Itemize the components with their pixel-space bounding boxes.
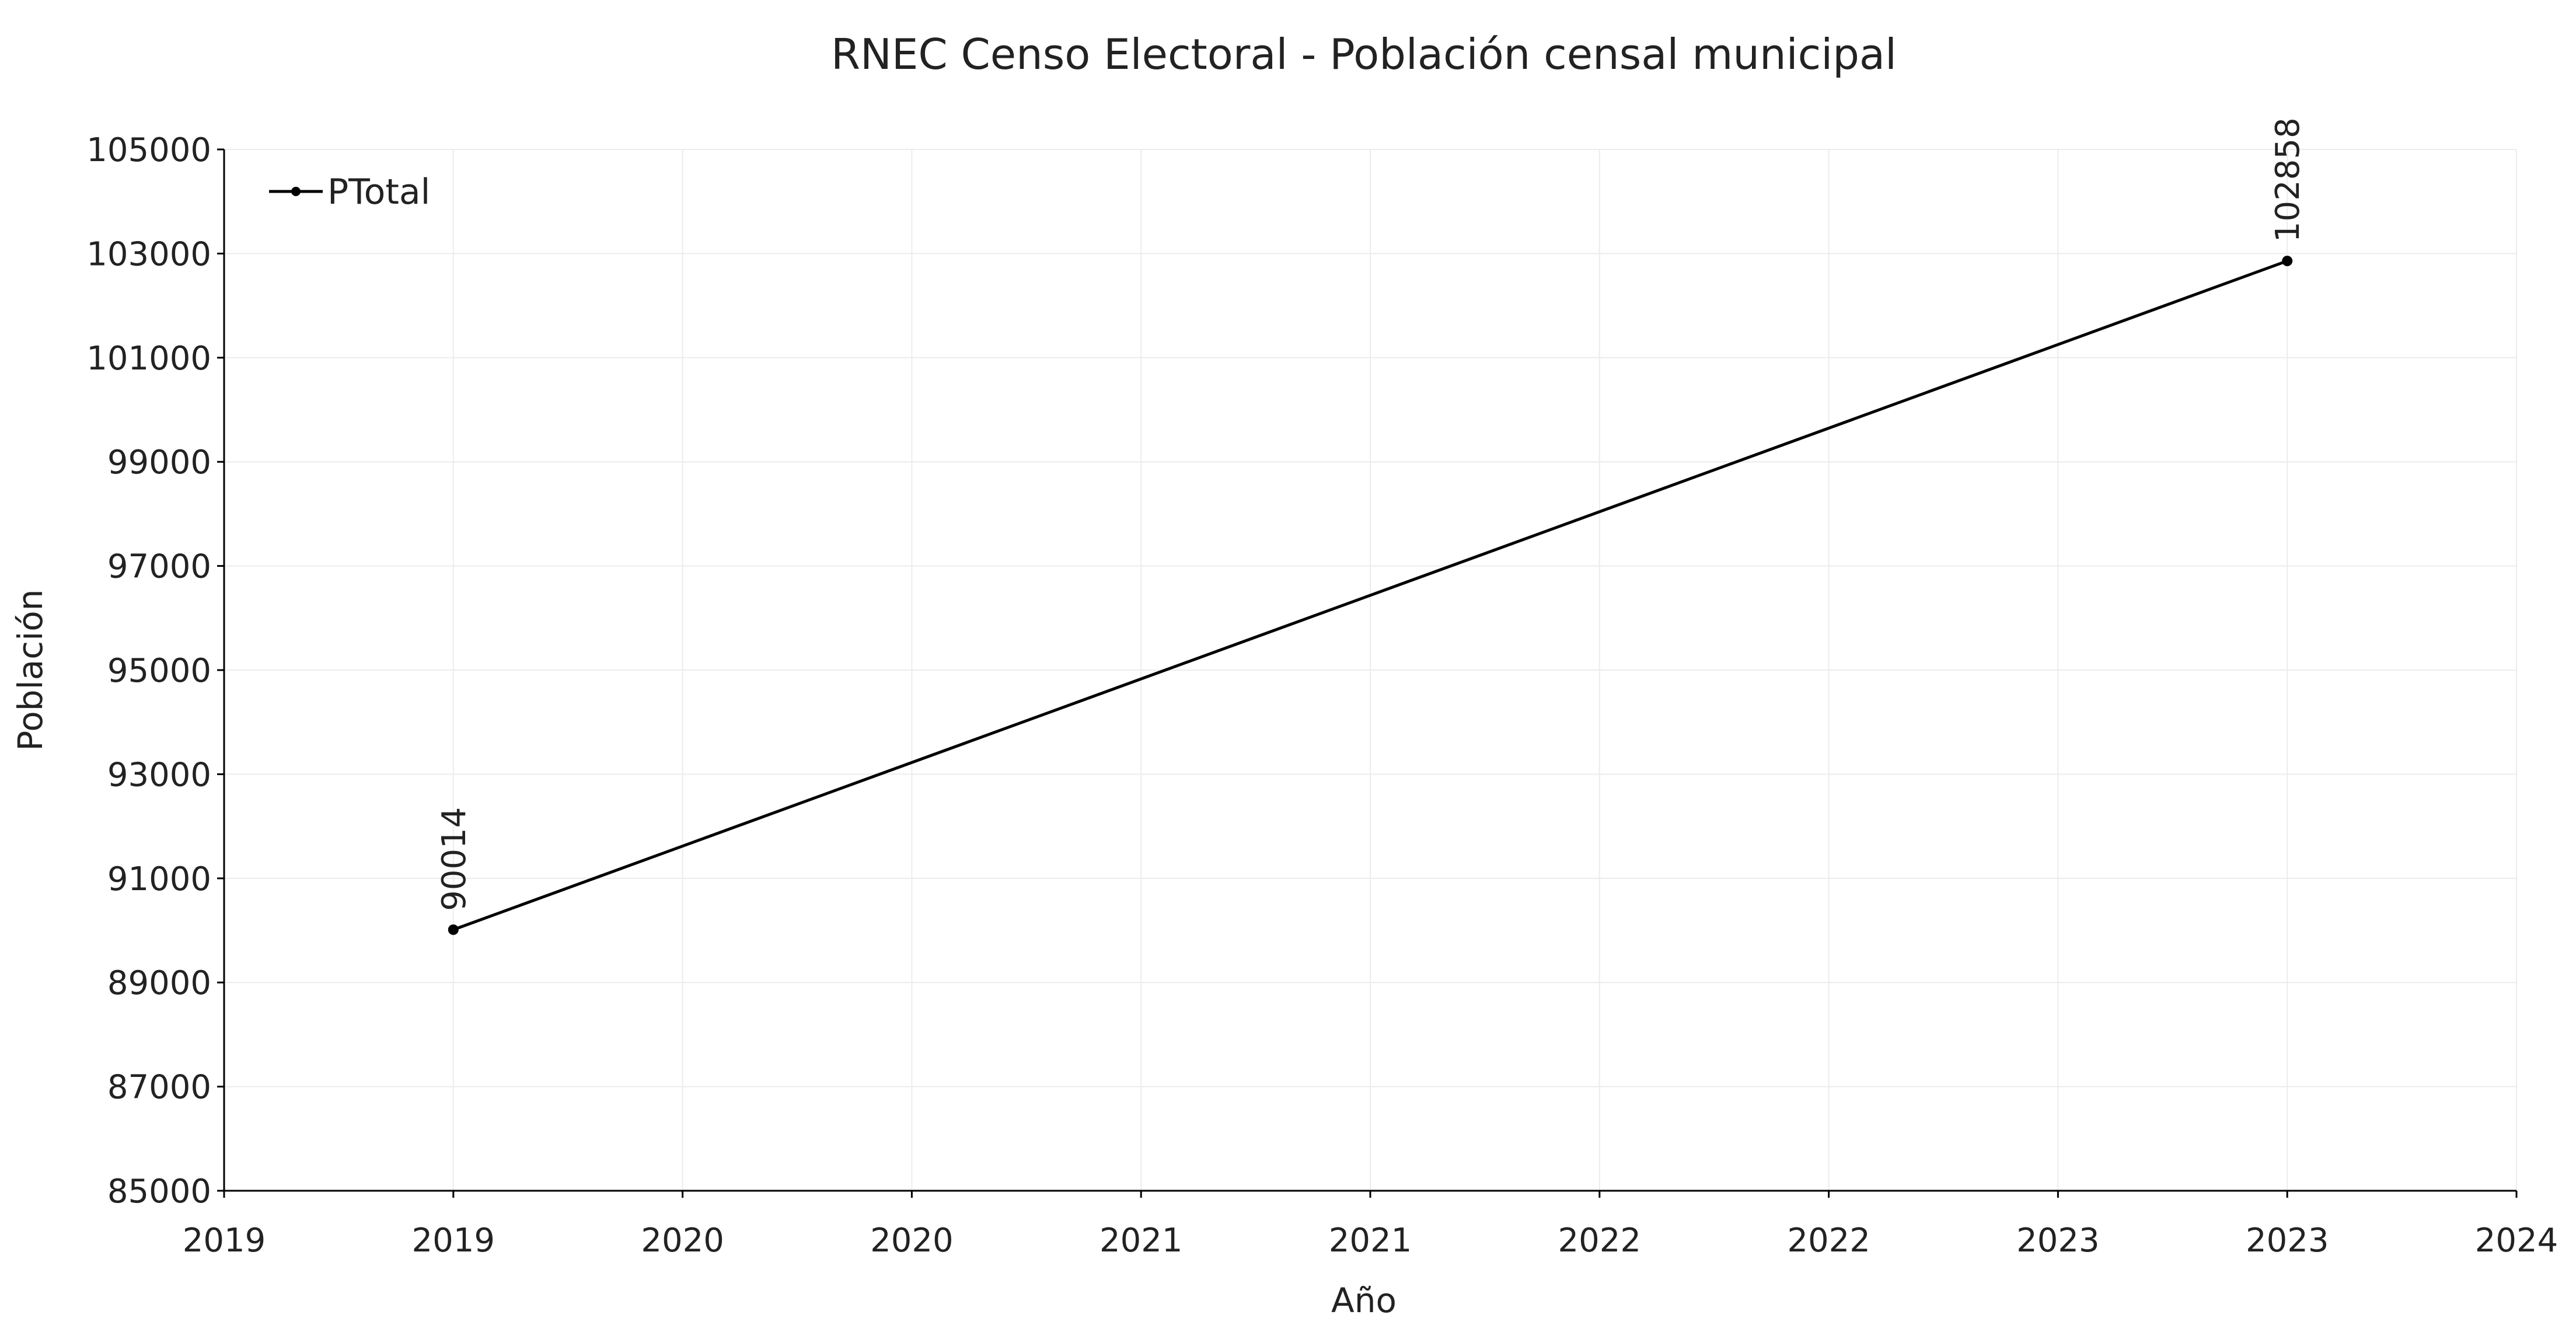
x-tick-label: 2021 xyxy=(1329,1222,1412,1260)
data-point xyxy=(2282,256,2293,267)
y-tick-label: 103000 xyxy=(86,235,211,273)
y-tick-label: 89000 xyxy=(107,964,211,1002)
grid xyxy=(224,149,2517,1191)
legend-label: PTotal xyxy=(327,172,430,212)
y-tick-label: 95000 xyxy=(107,652,211,690)
x-tick-label: 2021 xyxy=(1099,1222,1183,1260)
series-layer: 90014 102858 xyxy=(435,117,2307,935)
x-tick-label: 2019 xyxy=(412,1222,495,1260)
y-axis-title: Población xyxy=(11,589,50,751)
chart-title: RNEC Censo Electoral - Población censal … xyxy=(831,30,1897,79)
x-tick-label: 2022 xyxy=(1787,1222,1870,1260)
x-axis-title: Año xyxy=(1331,1281,1397,1320)
y-tick-label: 99000 xyxy=(107,444,211,482)
y-axis-ticks: 85000 87000 89000 91000 93000 95000 97000 99000… xyxy=(86,131,224,1211)
data-label: 102858 xyxy=(2269,117,2307,242)
y-tick-label: 91000 xyxy=(107,860,211,898)
x-tick-label: 2020 xyxy=(641,1222,724,1260)
x-tick-label: 2019 xyxy=(183,1222,266,1260)
x-tick-label: 2023 xyxy=(2246,1222,2329,1260)
x-axis-ticks: 2019 2019 2020 2020 2021 2021 2022 2022 2023 2023… xyxy=(183,1191,2558,1260)
x-tick-label: 2020 xyxy=(870,1222,954,1260)
data-point xyxy=(448,924,459,935)
legend: PTotal xyxy=(269,172,430,212)
y-tick-label: 97000 xyxy=(107,548,211,586)
y-tick-label: 101000 xyxy=(86,340,211,378)
series-line xyxy=(452,259,2288,932)
y-tick-label: 93000 xyxy=(107,756,211,794)
x-tick-label: 2023 xyxy=(2016,1222,2100,1260)
data-label: 90014 xyxy=(435,807,473,911)
y-tick-label: 105000 xyxy=(86,131,211,169)
y-tick-label: 85000 xyxy=(107,1173,211,1211)
x-tick-label: 2022 xyxy=(1558,1222,1642,1260)
x-tick-label: 2024 xyxy=(2475,1222,2558,1260)
y-tick-label: 87000 xyxy=(107,1069,211,1107)
legend-marker xyxy=(291,187,301,196)
